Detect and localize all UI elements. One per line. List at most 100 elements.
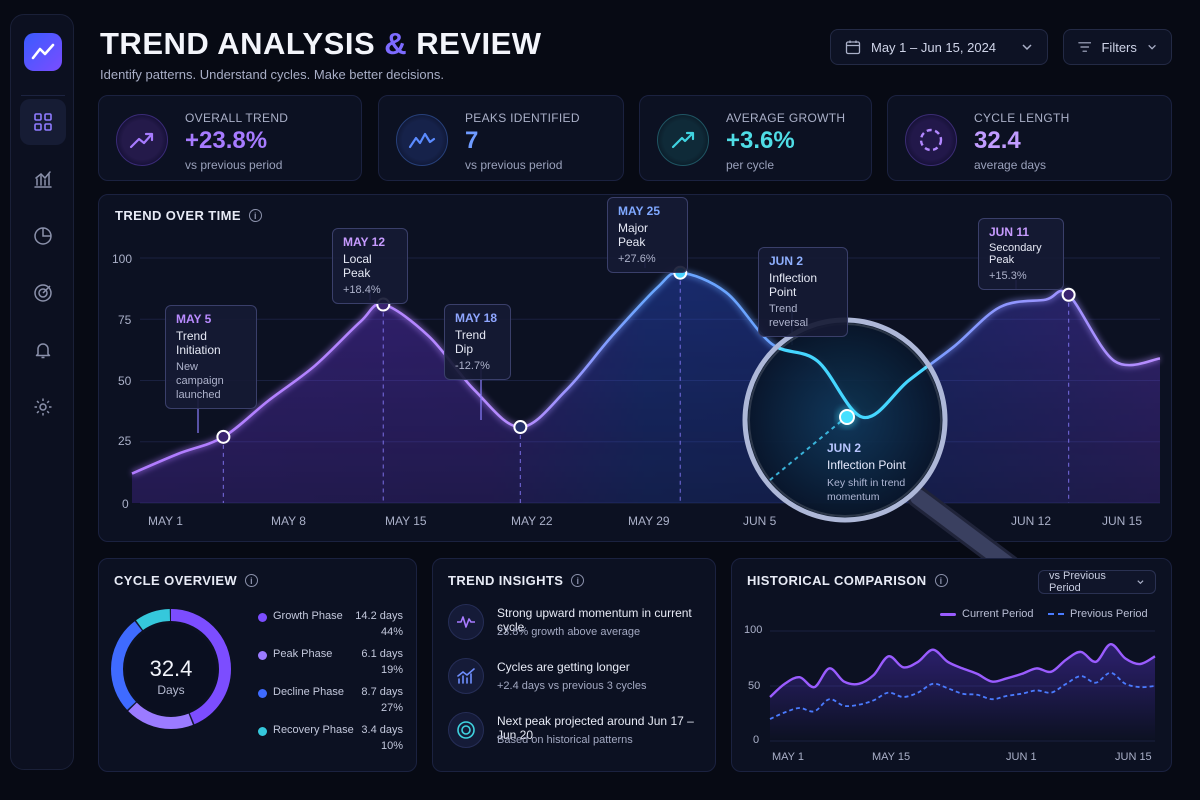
legend-pct: 44% (380, 626, 403, 638)
kpi-subtext: average days (974, 158, 1047, 172)
legend-previous-label: Previous Period (1070, 608, 1148, 620)
magnifier-date: JUN 2 (827, 441, 862, 455)
sidebar-item-analytics[interactable] (20, 156, 66, 202)
title-ampersand: & (384, 26, 408, 61)
legend-dot (258, 613, 267, 622)
donut-center-label: Days (157, 683, 185, 697)
legend-pct: 19% (380, 664, 403, 676)
kpi-subtext: per cycle (726, 158, 775, 172)
callout-sub: +27.6% (618, 253, 656, 265)
callout-trend-dip[interactable]: MAY 18 Trend Dip -12.7% (444, 304, 511, 380)
callout-title: Local Peak (343, 252, 372, 280)
insight-sub: +2.4 days vs previous 3 cycles (497, 680, 647, 692)
sidebar-divider (21, 95, 65, 96)
insight-sub: 23.8% growth above average (497, 626, 641, 638)
insight-sub: Based on historical patterns (497, 734, 633, 746)
cycle-icon (905, 114, 957, 166)
sidebar-item-notifications[interactable] (20, 327, 66, 373)
legend-dot (258, 689, 267, 698)
pie-chart-icon (34, 227, 52, 245)
kpi-card-cycle-length[interactable]: CYCLE LENGTH 32.4 average days (887, 95, 1172, 181)
legend-swatch (1048, 613, 1064, 615)
bars-trend-icon (448, 658, 484, 694)
hist-y-tick: 0 (753, 734, 760, 746)
app-logo[interactable] (24, 33, 62, 71)
donut-slice-peak-phase[interactable] (111, 609, 231, 729)
callout-sub: New campaign launched (176, 361, 224, 401)
date-range-picker[interactable]: May 1 – Jun 15, 2024 (830, 29, 1048, 65)
legend-previous-period: Previous Period (1048, 608, 1148, 620)
donut-slice-decline-phase[interactable] (111, 609, 231, 729)
chevron-down-icon (1022, 44, 1032, 51)
legend-pct: 27% (380, 702, 403, 714)
info-icon[interactable]: i (571, 574, 585, 587)
filters-label: Filters (1101, 39, 1137, 55)
trend-insights-title-text: TREND INSIGHTS (448, 573, 564, 588)
comparison-select[interactable]: vs Previous Period (1038, 570, 1156, 594)
kpi-label: OVERALL TREND (185, 111, 289, 125)
callout-title: Trend Dip (455, 328, 486, 356)
donut-center-value: 32.4 (149, 656, 193, 681)
callout-title: Secondary Peak (989, 242, 1042, 266)
target-ring-icon (448, 712, 484, 748)
insight-item[interactable]: Next peak projected around Jun 17 – Jun … (448, 710, 710, 754)
chevron-down-icon (1148, 44, 1156, 50)
filters-button[interactable]: Filters (1063, 29, 1172, 65)
insight-item[interactable]: Strong upward momentum in current cycle … (448, 602, 710, 646)
callout-sub: Trend reversal (769, 303, 809, 329)
x-tick: JUN 5 (743, 514, 777, 528)
target-icon (34, 284, 52, 302)
historical-title-text: HISTORICAL COMPARISON (747, 573, 927, 588)
hist-x-tick: MAY 15 (872, 751, 911, 763)
sidebar (10, 14, 74, 770)
callout-major-peak[interactable]: MAY 25 Major Peak +27.6% (607, 197, 688, 273)
x-tick: MAY 8 (271, 514, 306, 528)
cycle-donut-chart (111, 609, 231, 729)
callout-local-peak[interactable]: MAY 12 Local Peak +18.4% (332, 228, 408, 304)
title-end: REVIEW (416, 26, 542, 61)
y-tick: 0 (122, 497, 129, 511)
x-tick: JUN 15 (1102, 514, 1143, 528)
kpi-label: PEAKS IDENTIFIED (465, 111, 580, 125)
legend-pct: 10% (380, 740, 403, 752)
legend-current-label: Current Period (962, 608, 1034, 620)
callout-date: MAY 25 (618, 204, 661, 218)
kpi-card-overall-trend[interactable]: OVERALL TREND +23.8% vs previous period (98, 95, 362, 181)
insight-title: Strong upward momentum in current cycle (497, 606, 692, 634)
callout-sub: -12.7% (455, 360, 490, 372)
calendar-icon (845, 40, 861, 55)
kpi-card-average-growth[interactable]: AVERAGE GROWTH +3.6% per cycle (639, 95, 872, 181)
magnifier-label: JUN 2 Inflection Point Key shift in tren… (827, 441, 927, 504)
x-tick: MAY 15 (385, 514, 427, 528)
kpi-value: 32.4 (974, 127, 1021, 154)
info-icon[interactable]: i (934, 574, 948, 587)
page-title: TREND ANALYSIS & REVIEW (100, 26, 542, 62)
trend-insights-title: TREND INSIGHTS i (448, 573, 585, 588)
bar-chart-icon (34, 171, 52, 188)
legend-dot (258, 727, 267, 736)
info-icon[interactable]: i (245, 574, 259, 587)
sidebar-item-reports[interactable] (20, 213, 66, 259)
sidebar-item-goals[interactable] (20, 270, 66, 316)
callout-sub: +15.3% (989, 270, 1027, 282)
sidebar-item-settings[interactable] (20, 384, 66, 430)
x-tick: MAY 29 (628, 514, 670, 528)
donut-slice-growth-phase[interactable] (111, 609, 231, 729)
callout-inflection-point[interactable]: JUN 2 Inflection Point Trend reversal (758, 247, 848, 337)
insight-title: Cycles are getting longer (497, 660, 630, 674)
chevron-down-icon (1137, 580, 1144, 585)
peaks-icon (396, 114, 448, 166)
info-icon[interactable]: i (248, 209, 262, 222)
sidebar-item-dashboard[interactable] (20, 99, 66, 145)
legend-days: 3.4 days (361, 724, 403, 736)
insight-item[interactable]: Cycles are getting longer +2.4 days vs p… (448, 656, 710, 700)
callout-trend-initiation[interactable]: MAY 5 Trend Initiation New campaign laun… (165, 305, 257, 409)
legend-dot (258, 651, 267, 660)
legend-name: Recovery Phase (273, 724, 354, 736)
kpi-value: +23.8% (185, 127, 268, 154)
callout-secondary-peak[interactable]: JUN 11 Secondary Peak +15.3% (978, 218, 1064, 290)
y-tick: 100 (112, 252, 133, 266)
kpi-card-peaks[interactable]: PEAKS IDENTIFIED 7 vs previous period (378, 95, 624, 181)
kpi-label: AVERAGE GROWTH (726, 111, 846, 125)
grid-icon (34, 113, 52, 131)
